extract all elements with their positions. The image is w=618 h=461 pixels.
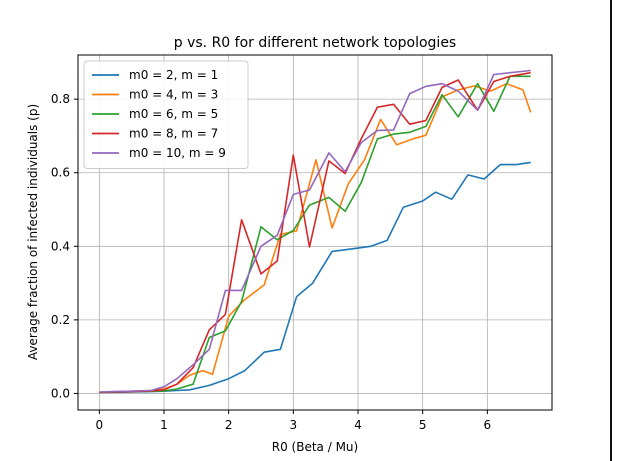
legend-label: m0 = 4, m = 3 [129,88,218,102]
legend-label: m0 = 10, m = 9 [129,146,226,160]
series-line-4 [99,71,531,394]
y-axis-label: Average fraction of infected individuals… [26,104,40,360]
series-line-5 [99,69,531,393]
legend-label: m0 = 8, m = 7 [129,127,218,141]
plot-area [99,69,532,394]
x-tick-label: 2 [225,418,233,432]
chart-title: p vs. R0 for different network topologie… [174,35,456,51]
legend-box [83,60,249,169]
x-tick-label: 5 [419,418,427,432]
y-tick-label: 0.8 [51,92,70,106]
x-tick-label: 3 [290,418,298,432]
x-tick-label: 4 [354,418,362,432]
legend: m0 = 2, m = 1 m0 = 4, m = 3 m0 = 6, m = 5 m… [83,60,249,169]
series-line-3 [99,75,531,394]
x-axis-label: R0 (Beta / Mu) [272,440,358,454]
x-tick-label: 0 [96,418,104,432]
legend-label: m0 = 2, m = 1 [129,68,218,82]
y-tick-label: 0.6 [51,166,70,180]
y-tick-label: 0.0 [51,386,70,400]
plot-frame [77,54,553,411]
x-tick-label: 6 [484,418,492,432]
window-edge [610,0,612,461]
x-tick-label: 1 [160,418,168,432]
y-axis: 0.0 0.2 0.4 0.6 0.8 [51,92,78,400]
y-tick-label: 0.2 [51,313,70,327]
y-tick-label: 0.4 [51,239,70,253]
x-axis: 0 1 2 3 4 5 6 [96,410,492,432]
legend-label: m0 = 6, m = 5 [129,107,218,121]
